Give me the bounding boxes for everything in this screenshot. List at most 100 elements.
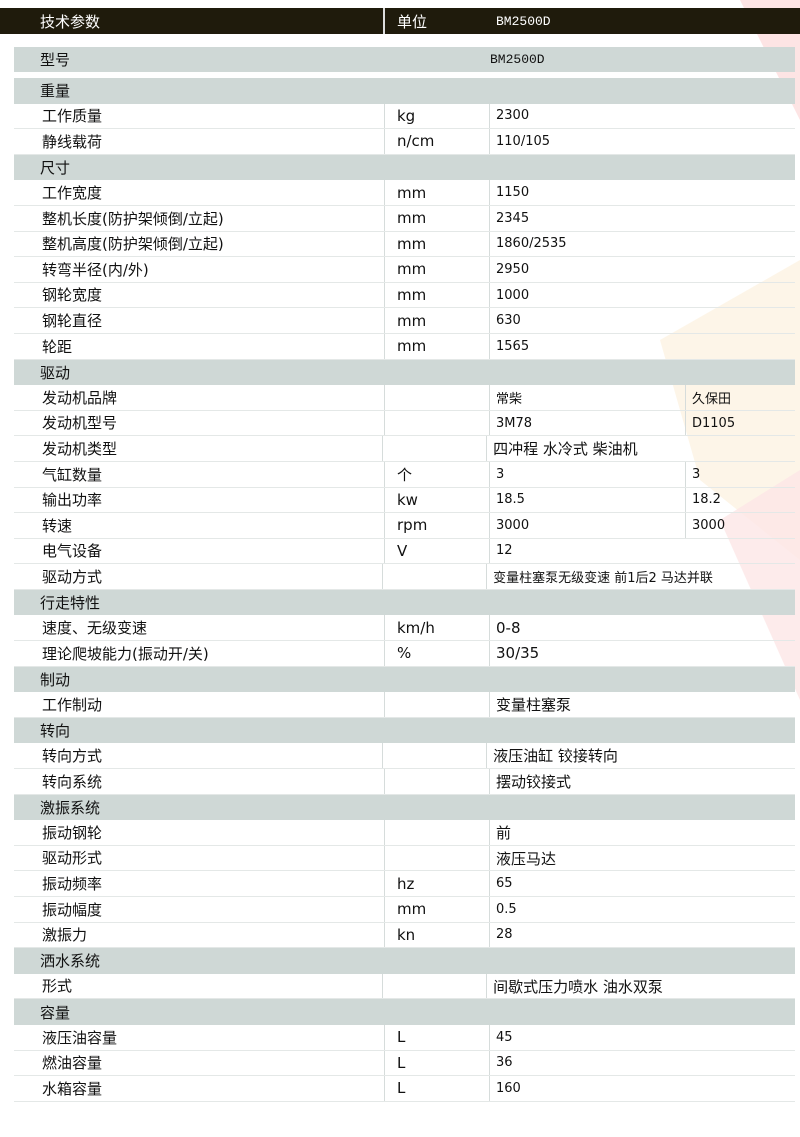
- spec-unit: mm: [385, 205, 490, 231]
- spec-value: 65: [496, 876, 513, 892]
- spec-value: 2345: [496, 210, 530, 226]
- section-header: 尺寸: [14, 154, 795, 181]
- table-row: 工作宽度 mm 1150: [14, 180, 795, 206]
- spec-unit: [385, 385, 490, 410]
- table-row: 转向方式 液压油缸 铰接转向: [14, 743, 795, 770]
- spec-unit: [385, 820, 490, 845]
- spec-label: 转向方式: [14, 743, 383, 769]
- spec-label: 形式: [14, 973, 383, 999]
- table-row: 工作制动 变量柱塞泵: [14, 692, 795, 718]
- spec-label: 输出功率: [14, 487, 385, 513]
- spec-label: 转弯半径(内/外): [14, 257, 385, 282]
- spec-label: 振动钢轮: [14, 820, 385, 845]
- spec-label: 工作质量: [14, 103, 385, 129]
- spec-value: 2950: [496, 261, 530, 277]
- spec-label: 振动频率: [14, 871, 385, 896]
- spec-value: 110/105: [496, 133, 551, 149]
- spec-value: 28: [496, 927, 513, 943]
- spec-label: 钢轮宽度: [14, 282, 385, 308]
- spec-unit: mm: [385, 231, 490, 257]
- spec-value: 12: [496, 543, 513, 559]
- spec-unit: [383, 973, 488, 999]
- table-row: 转弯半径(内/外) mm 2950: [14, 257, 795, 283]
- spec-label: 液压油容量: [14, 1024, 385, 1050]
- spec-value: 液压油缸 铰接转向: [493, 747, 618, 766]
- section-header: 驱动: [14, 359, 795, 386]
- spec-label: 钢轮直径: [14, 308, 385, 333]
- table-header: 技术参数 单位 BM2500D: [0, 8, 800, 34]
- spec-label: 速度、无级变速: [14, 615, 385, 641]
- spec-unit: L: [385, 1076, 490, 1101]
- spec-value: 45: [496, 1029, 513, 1045]
- spec-table: 重量 工作质量 kg 2300 静线载荷 n/cm 110/105 尺寸 工作宽度 mm 1150 整…: [14, 78, 795, 1102]
- table-row: 整机长度(防护架倾倒/立起) mm 2345: [14, 205, 795, 232]
- spec-unit: mm: [385, 333, 490, 359]
- spec-value: 变量柱塞泵: [496, 696, 572, 715]
- header-unit: 单位: [397, 12, 428, 31]
- spec-unit: [385, 845, 490, 871]
- section-header: 制动: [14, 666, 795, 693]
- table-row: 转向系统 摆动铰接式: [14, 769, 795, 795]
- table-row: 钢轮宽度 mm 1000: [14, 282, 795, 309]
- spec-unit: km/h: [385, 615, 490, 641]
- spec-label: 整机长度(防护架倾倒/立起): [14, 205, 385, 231]
- spec-value: 变量柱塞泵无级变速 前1后2 马达并联: [493, 571, 713, 587]
- spec-value: 四冲程 水冷式 柴油机: [493, 440, 638, 459]
- spec-value: 前: [496, 824, 512, 843]
- spec-label: 轮距: [14, 333, 385, 359]
- spec-value: 间歇式压力喷水 油水双泵: [493, 977, 663, 996]
- table-row: 形式 间歇式压力喷水 油水双泵: [14, 973, 795, 1000]
- spec-label: 振动幅度: [14, 897, 385, 922]
- spec-unit: mm: [385, 282, 490, 308]
- spec-value: 30/35: [496, 644, 540, 663]
- section-header: 行走特性: [14, 589, 795, 616]
- header-param: 技术参数: [0, 8, 385, 34]
- section-header: 重量: [14, 78, 795, 104]
- spec-unit: [383, 436, 488, 461]
- table-row: 振动钢轮 前: [14, 820, 795, 846]
- spec-value: 液压马达: [496, 849, 557, 868]
- spec-value: 1565: [496, 338, 530, 354]
- spec-label: 驱动方式: [14, 564, 383, 589]
- spec-label: 气缸数量: [14, 461, 385, 487]
- table-row: 发动机品牌 常柴 久保田: [14, 385, 795, 411]
- spec-value: 1000: [496, 287, 530, 303]
- table-row: 轮距 mm 1565: [14, 333, 795, 360]
- spec-label: 工作制动: [14, 692, 385, 717]
- header-model: BM2500D: [496, 13, 551, 29]
- spec-unit: mm: [385, 897, 490, 922]
- spec-unit: %: [385, 641, 490, 666]
- spec-value: 3000: [496, 517, 530, 533]
- spec-value: 摆动铰接式: [496, 772, 572, 791]
- spec-value: 18.5: [496, 492, 525, 508]
- spec-value-alt: 18.2: [685, 487, 795, 513]
- spec-unit: kg: [385, 103, 490, 129]
- spec-label: 燃油容量: [14, 1050, 385, 1076]
- table-row: 钢轮直径 mm 630: [14, 308, 795, 334]
- spec-label: 水箱容量: [14, 1076, 385, 1101]
- spec-value-alt: 3: [685, 461, 795, 487]
- spec-label: 转速: [14, 513, 385, 538]
- spec-unit: mm: [385, 257, 490, 282]
- table-row: 液压油容量 L 45: [14, 1024, 795, 1051]
- spec-unit: [385, 769, 490, 794]
- table-row: 速度、无级变速 km/h 0-8: [14, 615, 795, 642]
- spec-unit: 个: [385, 461, 490, 487]
- table-row: 理论爬坡能力(振动开/关)% 30/35: [14, 641, 795, 667]
- spec-unit: [383, 564, 488, 589]
- section-header: 转向: [14, 717, 795, 744]
- table-row: 激振力 kn 28: [14, 922, 795, 949]
- spec-unit: [385, 692, 490, 717]
- spec-value-alt: D1105: [685, 410, 795, 436]
- spec-value-alt: 3000: [685, 513, 795, 538]
- spec-value: 1860/2535: [496, 236, 567, 252]
- spec-label: 转向系统: [14, 769, 385, 794]
- table-row: 燃油容量 L 36: [14, 1050, 795, 1077]
- section-header: 洒水系统: [14, 948, 795, 974]
- spec-label: 整机高度(防护架倾倒/立起): [14, 231, 385, 257]
- spec-label: 发动机类型: [14, 436, 383, 461]
- table-row: 振动频率 hz 65: [14, 871, 795, 897]
- table-row: 电气设备 V 12: [14, 538, 795, 565]
- spec-unit: kw: [385, 487, 490, 513]
- table-row: 工作质量 kg 2300: [14, 103, 795, 130]
